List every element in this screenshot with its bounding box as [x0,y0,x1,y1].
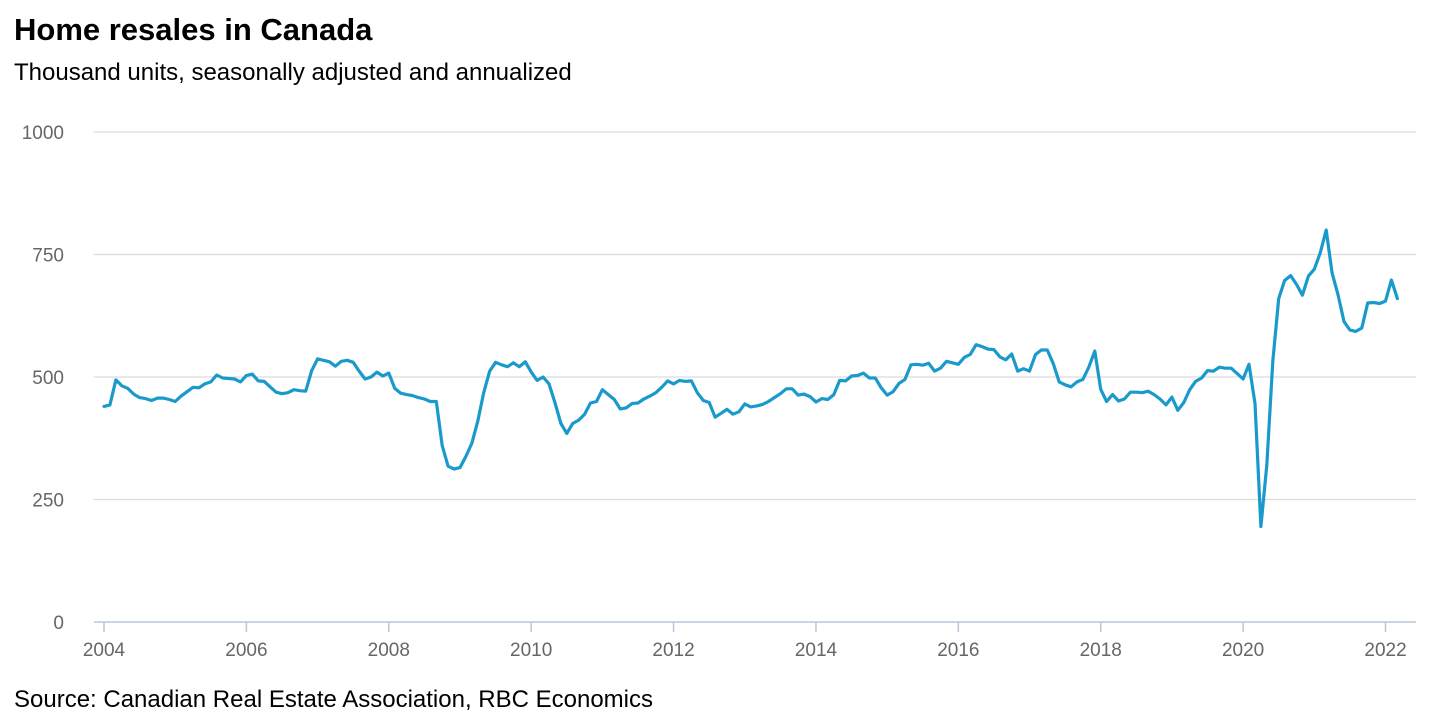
y-tick-label: 750 [32,246,64,267]
chart-subtitle: Thousand units, seasonally adjusted and … [14,59,572,86]
y-tick-label: 250 [32,491,64,512]
x-tick-label: 2008 [368,640,410,661]
x-tick-label: 2022 [1364,640,1406,661]
x-tick-label: 2006 [225,640,267,661]
x-tick-label: 2010 [510,640,552,661]
plot-area [102,228,1400,529]
chart-title: Home resales in Canada [14,12,373,47]
x-tick-label: 2016 [937,640,979,661]
y-tick-label: 0 [53,613,64,634]
chart-source: Source: Canadian Real Estate Association… [14,686,653,713]
x-axis: 2004 2006 2008 2010 2012 2014 2016 2018 2020 2022 [83,621,1416,661]
x-tick-label: 2014 [795,640,838,661]
x-tick-label: 2012 [652,640,694,661]
x-tick-label: 2020 [1222,640,1264,661]
gridlines [94,131,1416,501]
x-tick-label: 2004 [83,640,126,661]
y-axis: 0 250 500 750 1000 [22,123,64,634]
y-tick-label: 500 [32,368,64,389]
x-tick-label: 2018 [1080,640,1122,661]
y-tick-label: 1000 [22,123,64,144]
series-line [102,228,1400,529]
